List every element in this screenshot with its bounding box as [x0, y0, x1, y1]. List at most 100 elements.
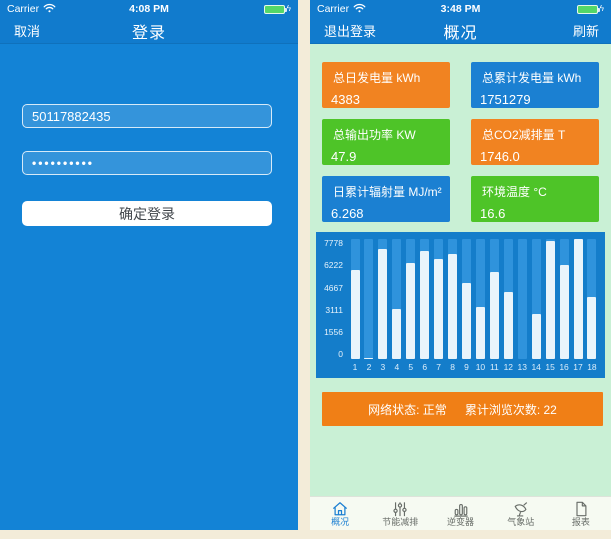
logout-button[interactable]: 退出登录 — [324, 24, 377, 39]
status-time: 4:08 PM — [129, 3, 169, 15]
x-tick-label: 11 — [489, 362, 499, 372]
stat-card: 总输出功率 KW 47.9 — [322, 119, 450, 165]
chart-bar-column: 14 — [531, 239, 541, 374]
status-time: 3:48 PM — [440, 3, 481, 15]
password-input[interactable] — [22, 151, 272, 175]
y-tick-label: 1556 — [324, 327, 343, 338]
stat-card: 总日发电量 kWh 4383 — [322, 62, 450, 108]
chart-bar-column: 17 — [573, 239, 583, 374]
tab-reports[interactable]: 报表 — [551, 497, 611, 530]
chart-bar — [475, 307, 485, 359]
username-input[interactable] — [22, 104, 272, 128]
chart-bar-column: 4 — [392, 239, 402, 374]
y-tick-label: 3111 — [325, 304, 343, 315]
refresh-button[interactable]: 刷新 — [572, 24, 599, 39]
stat-card-label: 总输出功率 KW — [333, 128, 416, 142]
daily-generation-chart: 7778 6222 4667 3111 1556 0 1 2 3 4 5 6 7 8 9 10 11 12 13 1… — [316, 232, 605, 378]
chart-bar — [545, 240, 555, 359]
sliders-icon — [391, 501, 409, 517]
chart-bar — [378, 249, 388, 359]
tab-weather-station[interactable]: 气象站 — [491, 497, 551, 530]
carrier-label: Carrier — [7, 3, 40, 15]
status-bar: Carrier 3:48 PM ϟ — [310, 0, 611, 18]
chart-bar-column: 3 — [378, 239, 388, 374]
x-tick-label: 5 — [408, 362, 414, 372]
stat-card-value: 1746.0 — [480, 149, 520, 164]
y-tick-label: 6222 — [324, 260, 343, 271]
tab-inverter[interactable]: 逆变器 — [430, 497, 490, 530]
chart-bar-column: 9 — [462, 239, 472, 374]
x-tick-label: 8 — [450, 362, 455, 372]
tab-label: 气象站 — [507, 516, 535, 527]
x-tick-label: 4 — [394, 362, 400, 372]
chart-bar — [420, 251, 430, 359]
x-tick-label: 9 — [464, 362, 469, 372]
chart-bar-column: 15 — [545, 239, 555, 374]
chart-bar — [531, 313, 541, 359]
stat-card-value: 1751279 — [480, 92, 531, 107]
login-nav-bar: 取消 登录 — [0, 18, 298, 44]
login-screen: Carrier 4:08 PM ϟ 取消 登录 确定登录 — [0, 0, 298, 530]
tab-label: 报表 — [571, 516, 590, 527]
chart-bar — [489, 271, 499, 359]
chart-bar-column: 6 — [420, 239, 430, 374]
chart-bar — [503, 291, 513, 359]
x-tick-label: 12 — [503, 362, 514, 372]
chart-bar-column: 2 — [364, 239, 374, 374]
stat-card: 总CO2减排量 T 1746.0 — [471, 119, 599, 165]
chart-bar — [392, 308, 402, 359]
chart-bar-column: 13 — [517, 239, 527, 374]
stat-card-value: 47.9 — [331, 149, 357, 164]
network-status-text: 网络状态: 正常 — [368, 402, 447, 417]
chart-y-axis: 7778 6222 4667 3111 1556 0 — [320, 239, 348, 359]
y-tick-label: 4667 — [324, 282, 343, 293]
login-page-title: 登录 — [131, 24, 166, 42]
stat-card-label: 总CO2减排量 T — [482, 128, 566, 142]
chart-bar — [573, 239, 583, 359]
network-banner: 网络状态: 正常 累计浏览次数: 22 — [322, 392, 603, 426]
x-tick-label: 16 — [559, 362, 569, 372]
stat-card-label: 日累计辐射量 MJ/m² — [333, 185, 442, 199]
overview-nav-bar: 退出登录 概况 刷新 — [310, 18, 611, 44]
chart-bar-column: 8 — [448, 239, 458, 374]
chart-bar — [350, 269, 360, 359]
tab-label: 概况 — [331, 516, 350, 527]
overview-screen: Carrier 3:48 PM ϟ 退出登录 概况 刷新 总日发电量 kWh 4… — [310, 0, 611, 530]
x-tick-label: 10 — [475, 362, 486, 372]
bar-chart-icon — [452, 501, 470, 517]
chart-bar-column: 12 — [503, 239, 513, 374]
tab-energy-saving[interactable]: 节能减排 — [370, 497, 430, 530]
stat-card-label: 总日发电量 kWh — [333, 71, 421, 85]
stat-card-value: 6.268 — [331, 206, 364, 221]
overview-page-title: 概况 — [443, 24, 478, 42]
x-tick-label: 13 — [517, 362, 527, 372]
tab-overview[interactable]: 概况 — [310, 497, 370, 530]
confirm-login-button[interactable]: 确定登录 — [22, 201, 272, 226]
x-tick-label: 3 — [380, 362, 386, 372]
wifi-icon — [43, 3, 56, 16]
battery-icon — [263, 4, 287, 14]
chart-bar-column: 5 — [406, 239, 416, 374]
chart-bars: 1 2 3 4 5 6 7 8 9 10 11 12 13 14 15 16 17 18 — [348, 239, 599, 374]
status-bar: Carrier 4:08 PM ϟ — [0, 0, 298, 18]
x-tick-label: 2 — [366, 362, 372, 372]
home-icon — [331, 501, 349, 517]
visit-count-text: 累计浏览次数: 22 — [464, 402, 557, 417]
stat-card-value: 16.6 — [480, 206, 506, 221]
tab-label: 节能减排 — [382, 516, 419, 527]
carrier-label: Carrier — [317, 3, 350, 15]
x-tick-label: 15 — [545, 362, 555, 372]
chart-bar-column: 10 — [475, 239, 485, 374]
y-tick-label: 0 — [338, 349, 343, 360]
x-tick-label: 1 — [352, 362, 358, 372]
tab-bar: 概况 节能减排 逆变器 — [310, 496, 611, 530]
chart-bar — [448, 254, 458, 359]
stat-card-value: 4383 — [331, 92, 360, 107]
y-tick-label: 7778 — [324, 238, 343, 248]
satellite-dish-icon — [512, 501, 530, 517]
chart-bar-column: 1 — [350, 239, 360, 374]
cancel-button[interactable]: 取消 — [14, 24, 41, 39]
chart-bar-column: 16 — [559, 239, 569, 374]
report-icon — [572, 501, 590, 517]
x-tick-label: 17 — [573, 362, 583, 372]
